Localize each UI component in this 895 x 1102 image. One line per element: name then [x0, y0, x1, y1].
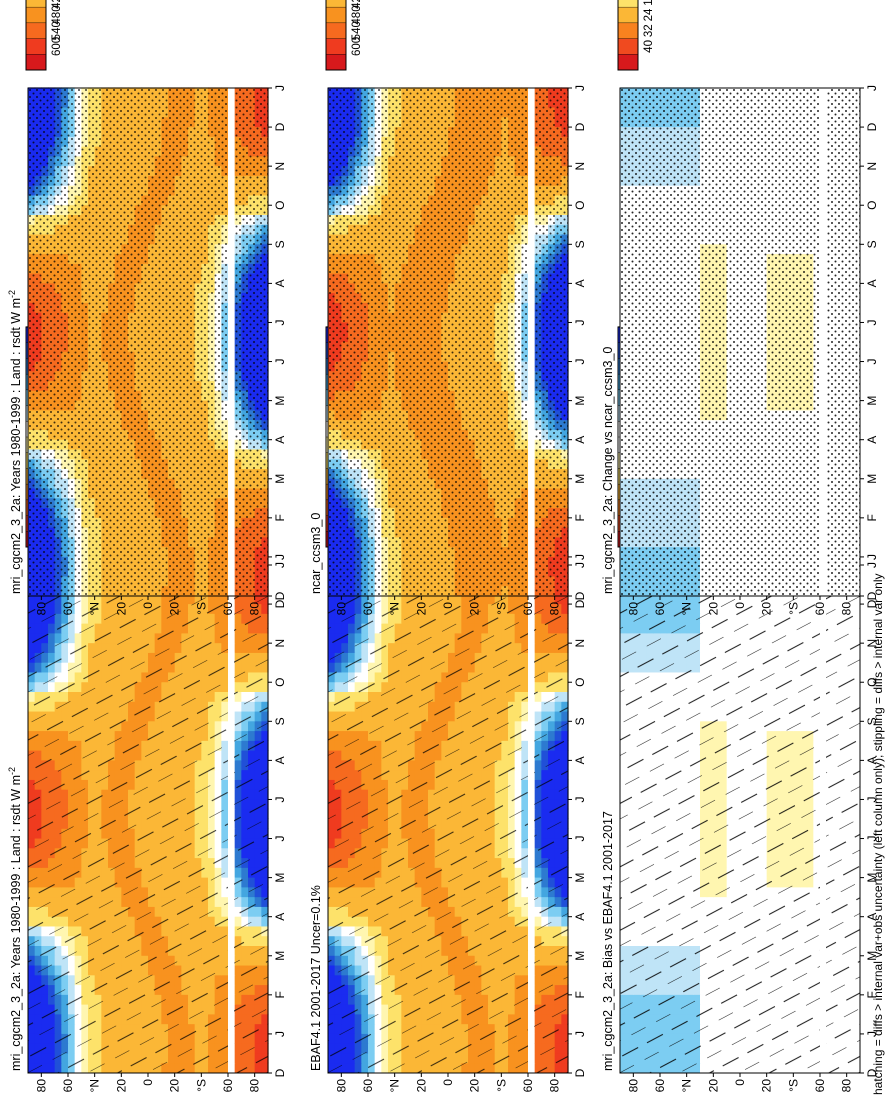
x-tick-label: M [273, 396, 287, 406]
x-tick-label: S [273, 240, 287, 248]
x-tick-label: D [273, 591, 287, 600]
colorbar-label: 420 [51, 0, 63, 9]
x-tick-label: A [273, 279, 287, 287]
x-tick-label: M [273, 873, 287, 883]
panel-title: mri_cgcm2_3_2a: Years 1980-1999 : Land :… [7, 767, 23, 1071]
x-tick-label: J [273, 796, 287, 802]
y-tick-label: 60 [221, 602, 235, 616]
x-tick-label: N [273, 639, 287, 648]
y-tick-label: °S [194, 1079, 208, 1092]
y-tick-label: 20 [114, 602, 128, 616]
title-superscript: -2 [7, 767, 17, 775]
y-tick-label: 0 [141, 1079, 155, 1086]
x-tick-label: A [273, 913, 287, 921]
x-tick-label: D [273, 122, 287, 131]
y-tick-label: 80 [248, 1079, 262, 1093]
y-tick-label: 80 [34, 1079, 48, 1093]
colorbar-swatch [25, 37, 47, 55]
missing-band [228, 565, 234, 1073]
x-tick-label: J [273, 1031, 287, 1037]
y-tick-label: 80 [248, 602, 262, 616]
y-tick-label: 20 [114, 1079, 128, 1093]
x-tick-label: A [273, 756, 287, 764]
x-tick-label: J [273, 554, 287, 560]
x-tick-label: J [273, 319, 287, 325]
x-tick-label: A [273, 436, 287, 444]
colorbar-swatch [25, 6, 47, 24]
x-tick-label: M [273, 474, 287, 484]
x-tick-label: J [273, 85, 287, 91]
x-tick-label: O [273, 201, 287, 210]
x-tick-label: N [273, 162, 287, 171]
x-tick-label: J [273, 562, 287, 568]
x-tick-label: M [273, 951, 287, 961]
x-tick-label: J [273, 359, 287, 365]
x-tick-label: S [273, 717, 287, 725]
y-tick-label: 20 [168, 602, 182, 616]
missing-band [228, 88, 234, 596]
y-tick-label: 20 [168, 1079, 182, 1093]
panel-title: mri_cgcm2_3_2a: Years 1980-1999 : Land :… [7, 290, 23, 594]
y-tick-label: 0 [141, 602, 155, 609]
x-tick-label: F [273, 991, 287, 998]
colorbar-swatch [25, 0, 47, 8]
y-tick-label: °S [194, 602, 208, 615]
y-tick-label: 60 [221, 1079, 235, 1093]
y-tick-label: 80 [34, 602, 48, 616]
colorbar-swatch [25, 22, 47, 39]
x-tick-label: O [273, 678, 287, 687]
x-tick-label: J [273, 836, 287, 842]
x-tick-label: F [273, 514, 287, 521]
colorbar-swatch [25, 53, 47, 71]
colorbar: 600540480420360300240180120600 [25, 0, 63, 71]
y-tick-label: °N [88, 602, 102, 615]
x-tick-label: D [273, 1068, 287, 1077]
y-tick-label: °N [88, 1079, 102, 1092]
y-tick-label: 60 [61, 602, 75, 616]
y-tick-label: 60 [61, 1079, 75, 1093]
title-superscript: -2 [7, 290, 17, 298]
